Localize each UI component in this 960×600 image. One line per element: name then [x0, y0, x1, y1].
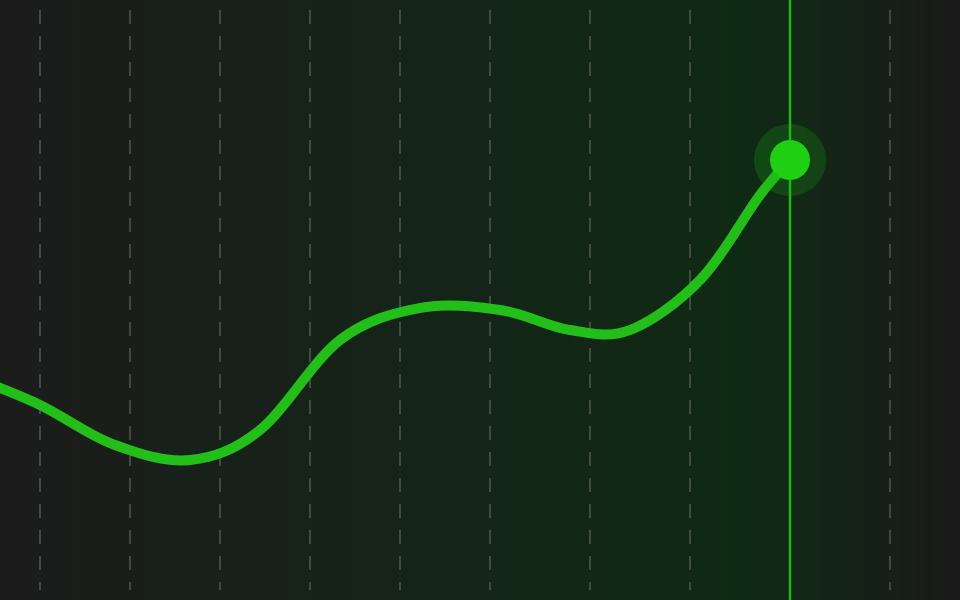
chart-svg	[0, 0, 960, 600]
line-chart	[0, 0, 960, 600]
cursor-point[interactable]	[770, 140, 810, 180]
chart-background	[0, 0, 960, 600]
